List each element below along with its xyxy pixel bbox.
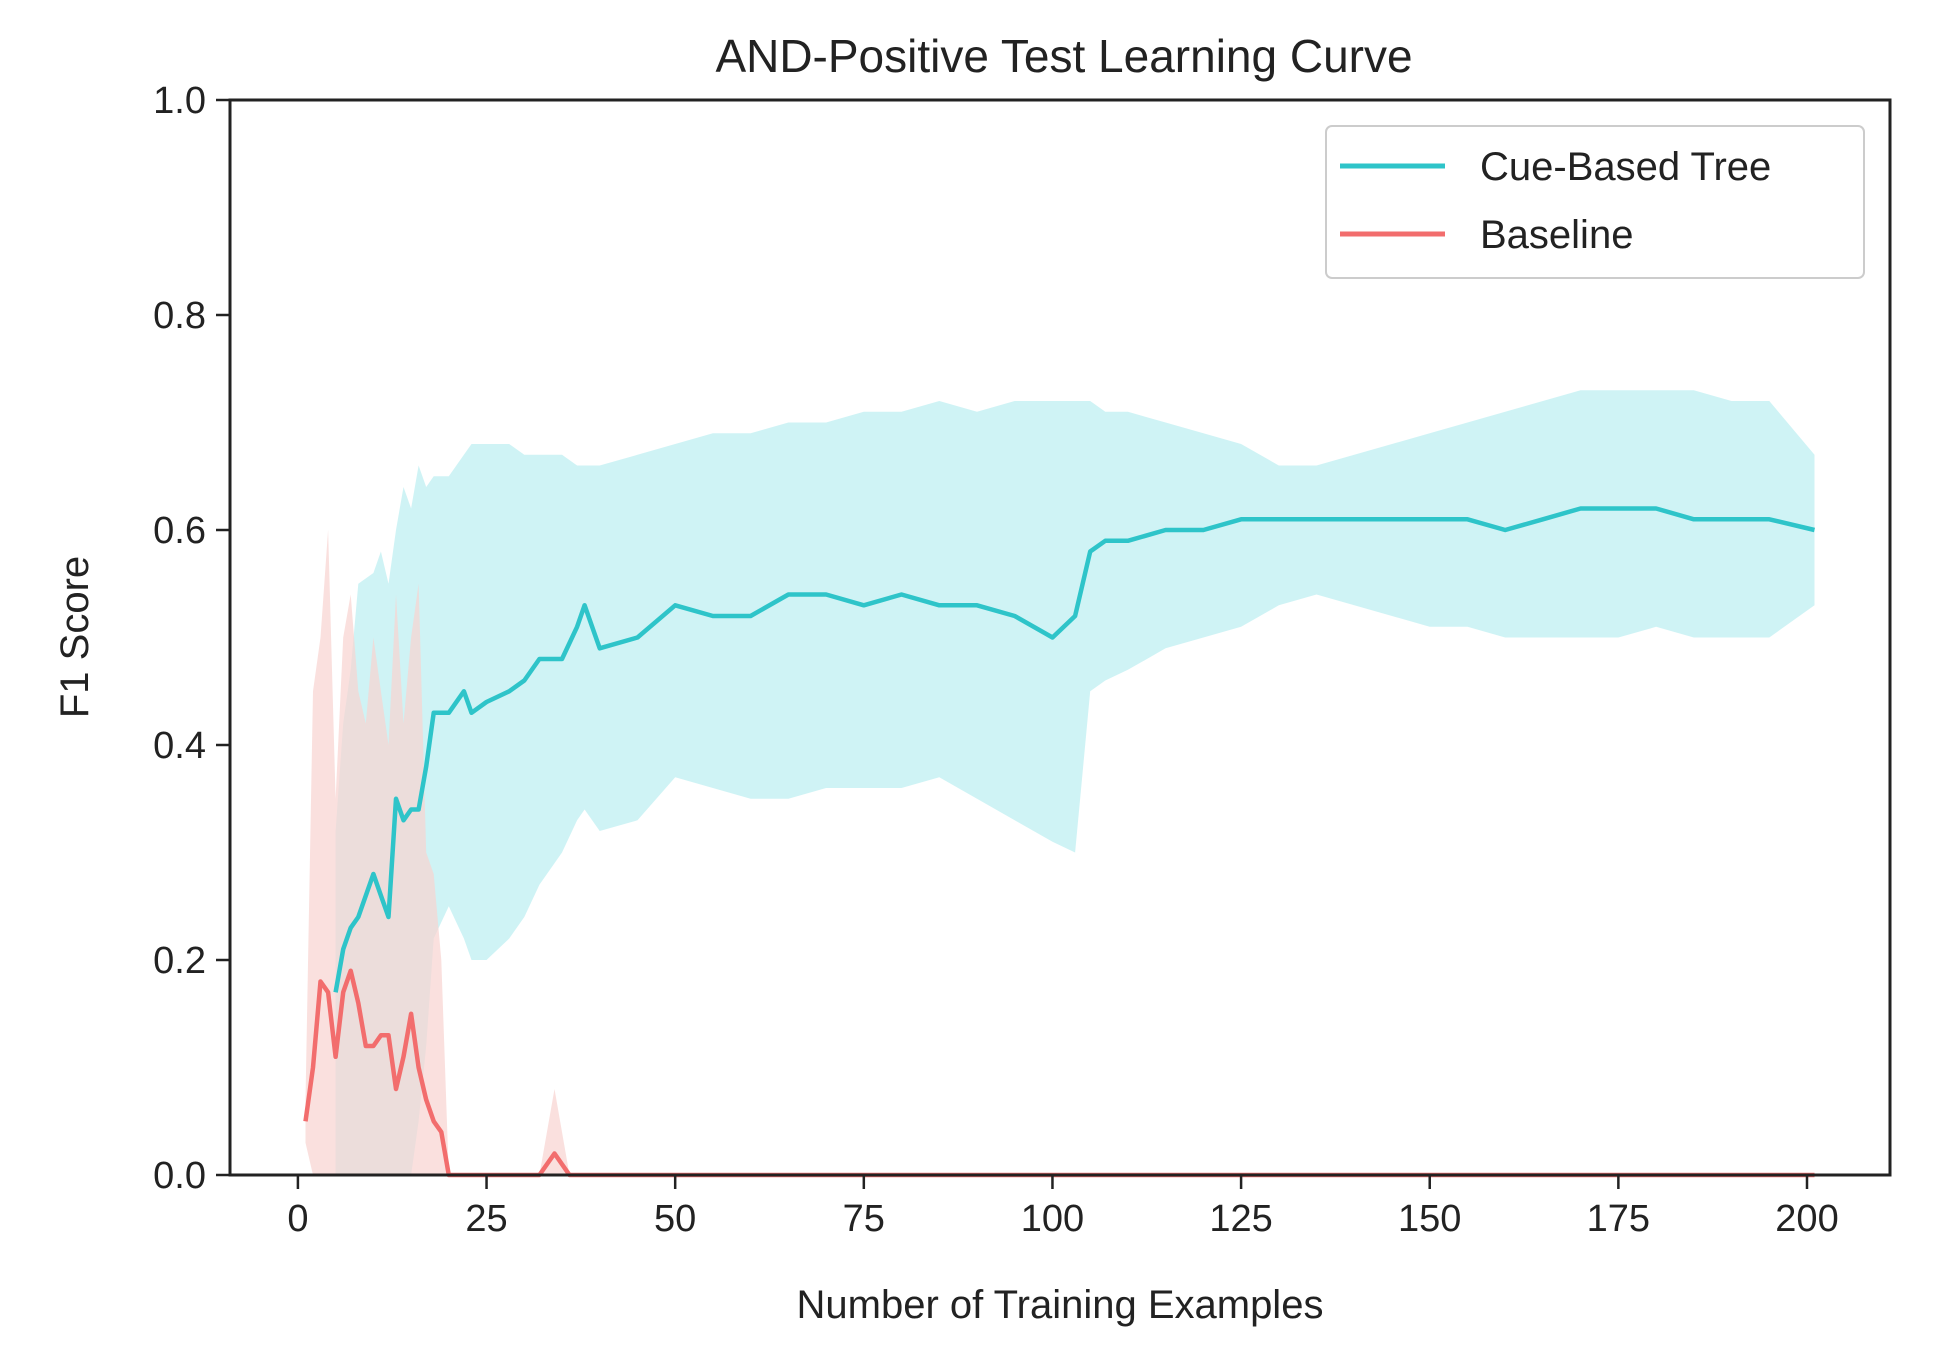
- y-tick-label: 0.4: [153, 725, 206, 767]
- series-line-cue-based-tree: [333, 506, 1816, 993]
- x-tick-label: 75: [843, 1198, 885, 1240]
- x-tick-label: 100: [1021, 1198, 1084, 1240]
- plot-frame: [228, 98, 1892, 1177]
- x-tick-label: 200: [1775, 1198, 1838, 1240]
- legend-label-baseline: Baseline: [1480, 213, 1633, 257]
- chart-title: AND-Positive Test Learning Curve: [715, 30, 1412, 82]
- x-tick-label: 25: [465, 1198, 507, 1240]
- x-tick-label: 150: [1398, 1198, 1461, 1240]
- y-tick-label: 0.0: [153, 1155, 206, 1197]
- x-tick-label: 0: [287, 1198, 308, 1240]
- x-tick-label: 175: [1587, 1198, 1650, 1240]
- y-tick-label: 0.8: [153, 295, 206, 337]
- y-axis: 0.0 0.2 0.4 0.6 0.8 1.0: [153, 80, 230, 1197]
- legend-box: [1325, 125, 1865, 279]
- x-axis-label: Number of Training Examples: [797, 1283, 1324, 1327]
- x-tick-label: 125: [1209, 1198, 1272, 1240]
- legend-label-cue-based-tree: Cue-Based Tree: [1480, 145, 1771, 189]
- confidence-band-cue-based-tree: [335, 390, 1815, 1175]
- x-tick-label: 50: [654, 1198, 696, 1240]
- y-tick-label: 0.2: [153, 940, 206, 982]
- x-axis: 0 25 50 75 100 125 150 175 200: [287, 1175, 1839, 1240]
- y-axis-label: F1 Score: [53, 556, 97, 718]
- y-tick-label: 1.0: [153, 80, 206, 122]
- legend: Cue-Based Tree Baseline: [1325, 125, 1865, 279]
- plot-area: [303, 390, 1816, 1178]
- series-line-baseline: [303, 968, 1815, 1178]
- y-tick-label: 0.6: [153, 510, 206, 552]
